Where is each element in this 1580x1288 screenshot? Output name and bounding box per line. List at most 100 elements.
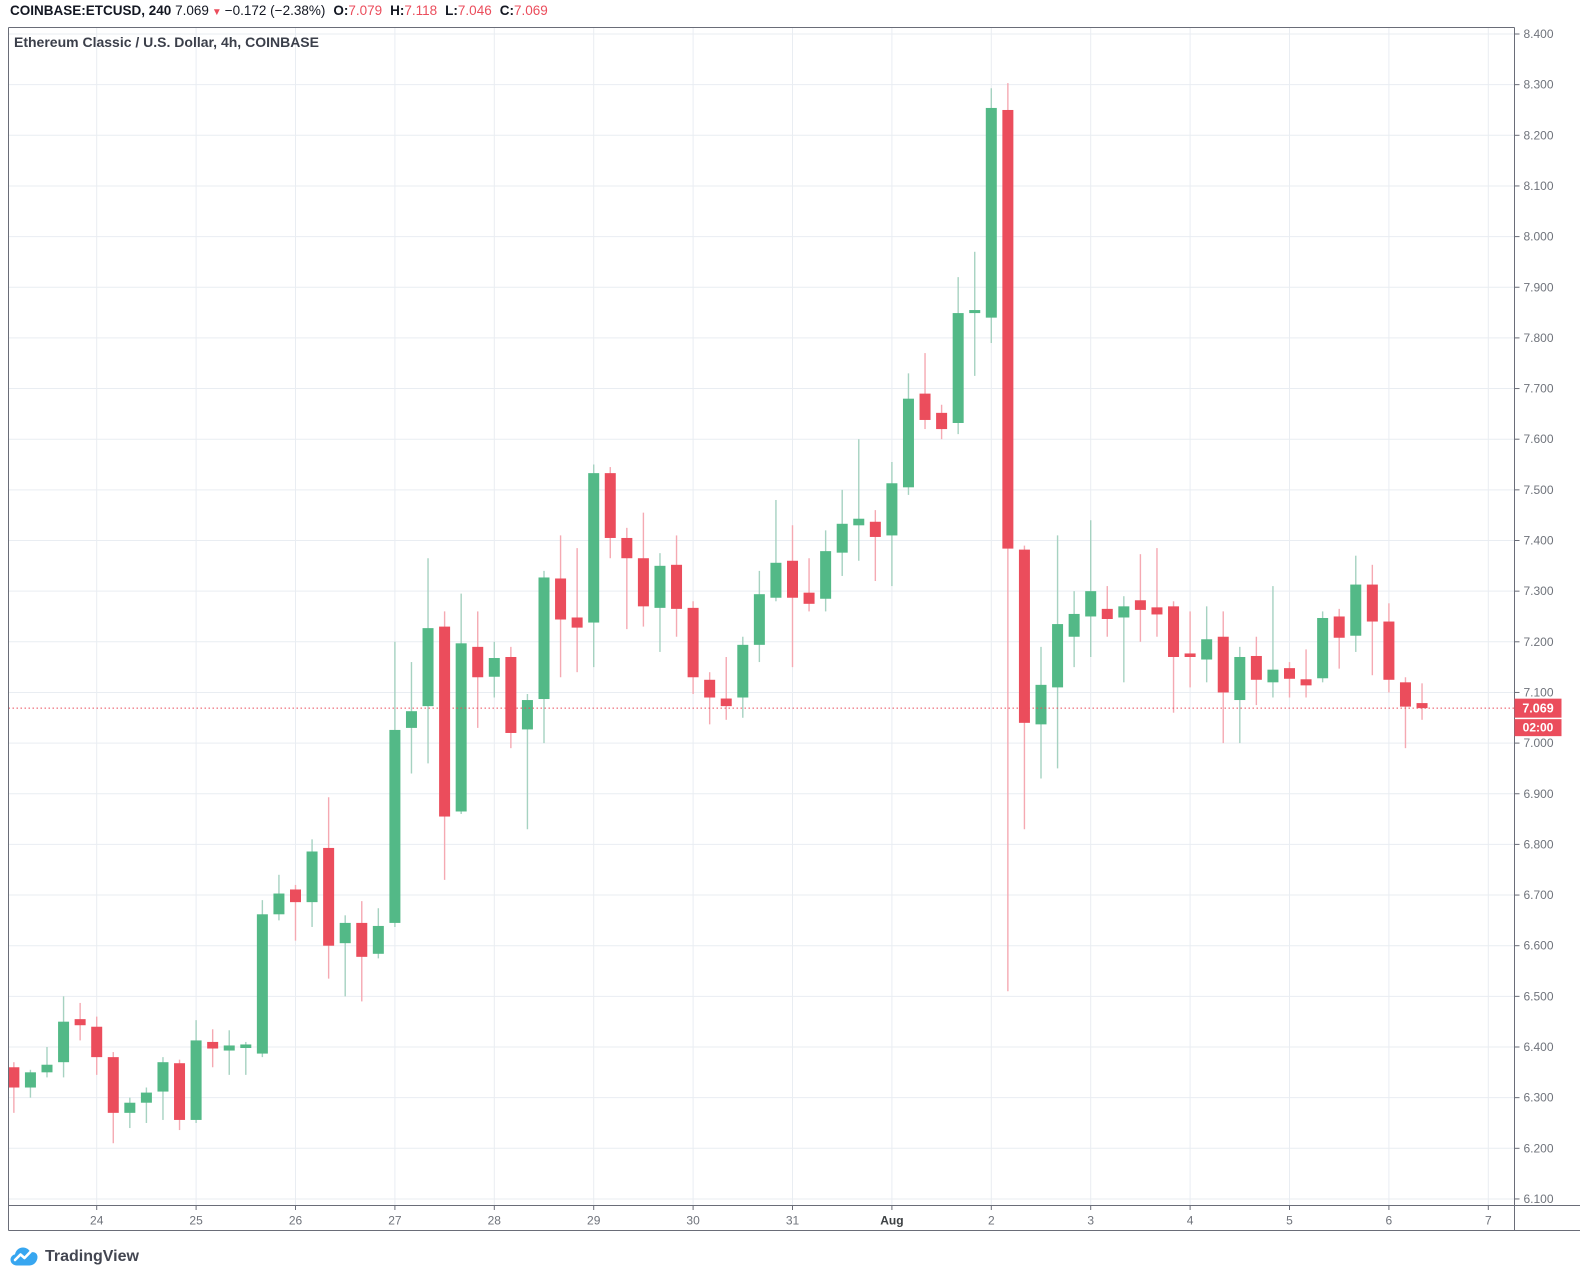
candle-body — [1118, 606, 1130, 618]
candle-body — [1317, 617, 1329, 679]
candle-body — [521, 700, 533, 730]
candle — [8, 1062, 20, 1113]
candle — [1168, 601, 1180, 713]
symbol-name[interactable]: COINBASE:ETCUSD, 240 — [10, 3, 172, 18]
price-tick-label: 6.500 — [1524, 989, 1554, 1003]
candle — [290, 884, 302, 941]
candle — [157, 1057, 169, 1120]
candle-body — [770, 562, 782, 598]
candle-body — [107, 1057, 119, 1113]
candle — [704, 672, 716, 725]
candle — [256, 900, 268, 1058]
candle-body — [190, 1040, 202, 1120]
candle — [737, 636, 749, 718]
high-label: H: — [390, 3, 405, 18]
candle — [488, 641, 500, 698]
candle — [836, 489, 848, 576]
candle-body — [654, 565, 666, 608]
candle-body — [74, 1019, 86, 1026]
candle-body — [753, 594, 765, 645]
candle-body — [1284, 668, 1296, 679]
candle-body — [969, 310, 981, 314]
price-tick-label: 7.100 — [1524, 685, 1554, 699]
price-axis[interactable]: 8.400 8.300 8.200 8.100 8.000 7.900 7.800 7.700… — [1514, 27, 1554, 1206]
price-tick-label: 6.900 — [1524, 787, 1554, 801]
time-axis[interactable]: 24 25 26 27 28 29 30 31 Aug 2 3 4 5 6 7 — [90, 1205, 1492, 1228]
candle — [505, 646, 517, 749]
candle-body — [720, 698, 732, 707]
open-value: 7.079 — [348, 3, 383, 18]
candle — [41, 1047, 53, 1078]
candle — [356, 901, 368, 1002]
candle-body — [1250, 655, 1262, 680]
candle-body — [1416, 703, 1428, 709]
candle-body — [1350, 584, 1362, 636]
price-tick-label: 8.200 — [1524, 128, 1554, 142]
candle-body — [588, 473, 600, 623]
candle — [1134, 554, 1146, 642]
candle-body — [704, 679, 716, 698]
candle-body — [803, 592, 815, 604]
candle-body — [140, 1092, 152, 1103]
price-tick-label: 8.400 — [1524, 27, 1554, 41]
price-tick-label: 8.000 — [1524, 230, 1554, 244]
candle-body — [174, 1063, 186, 1120]
candle — [952, 277, 964, 435]
candle — [621, 527, 633, 630]
candle — [422, 558, 434, 764]
candle — [720, 656, 732, 720]
time-tick-label: 27 — [388, 1214, 402, 1228]
candle — [190, 1020, 202, 1123]
countdown-text: 02:00 — [1523, 721, 1554, 735]
last-price-box — [1514, 698, 1562, 718]
candle-body — [902, 398, 914, 488]
price-tick-label: 6.300 — [1524, 1091, 1554, 1105]
candle — [389, 641, 401, 927]
price-tick-label: 8.100 — [1524, 179, 1554, 193]
candle-body — [886, 483, 898, 536]
candle-body — [919, 393, 931, 420]
candle-body — [687, 607, 699, 678]
candle — [91, 1016, 103, 1075]
candle-body — [41, 1064, 53, 1073]
candle-body — [24, 1072, 36, 1088]
time-tick-label: 5 — [1286, 1214, 1293, 1228]
candle-body — [356, 922, 368, 957]
time-tick-label: 25 — [189, 1214, 203, 1228]
candle-body — [339, 922, 351, 944]
candle-body — [157, 1062, 169, 1092]
candle — [1217, 611, 1229, 744]
chart-legend[interactable]: Ethereum Classic / U.S. Dollar, 4h, COIN… — [14, 34, 319, 50]
close-label: C: — [499, 3, 514, 18]
candle — [140, 1087, 152, 1123]
candle — [107, 1052, 119, 1144]
time-tick-label: 6 — [1386, 1214, 1393, 1228]
candle — [1002, 83, 1014, 992]
candle-body — [571, 617, 583, 628]
candle-body — [1383, 621, 1395, 680]
candle — [1267, 586, 1279, 698]
tradingview-logo[interactable]: TradingView — [10, 1247, 139, 1266]
candle-body — [488, 658, 500, 677]
price-tick-label: 6.700 — [1524, 888, 1554, 902]
candle-body — [306, 851, 318, 903]
candle-body — [372, 925, 384, 954]
candle-body — [1234, 656, 1246, 701]
candle-body — [439, 626, 451, 817]
candle — [306, 839, 318, 927]
price-down-arrow-icon: ▼ — [211, 7, 222, 18]
time-tick-label: 4 — [1187, 1214, 1194, 1228]
candle — [58, 996, 70, 1078]
candle-body — [1333, 616, 1345, 638]
time-tick-label: 28 — [488, 1214, 502, 1228]
candle-body — [1168, 606, 1180, 657]
candle-body — [323, 847, 335, 946]
candlestick-chart-pane[interactable]: 8.400 8.300 8.200 8.100 8.000 7.900 7.800 7.700… — [0, 0, 1580, 1240]
price-tick-label: 7.200 — [1524, 635, 1554, 649]
candle — [919, 353, 931, 430]
price-tick-label: 7.500 — [1524, 483, 1554, 497]
time-tick-label: 26 — [289, 1214, 303, 1228]
candle — [1317, 611, 1329, 683]
candle-body — [538, 577, 550, 700]
candle — [869, 510, 881, 582]
